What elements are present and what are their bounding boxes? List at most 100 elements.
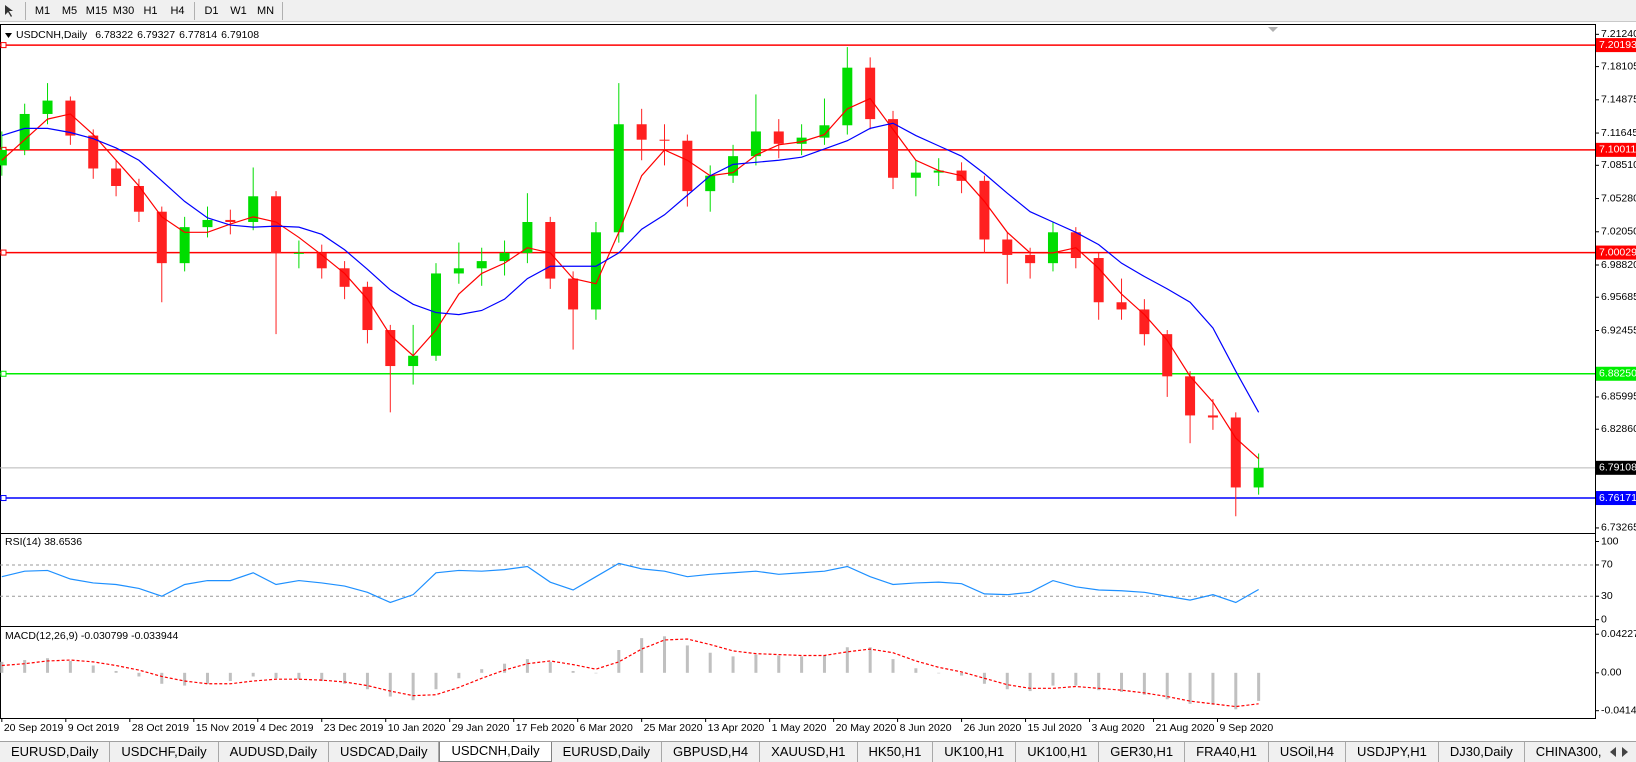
y-tick-label: 6.85995 bbox=[1601, 391, 1636, 403]
macd-bar bbox=[503, 663, 507, 673]
x-tick-label: 26 Jun 2020 bbox=[964, 722, 1022, 734]
chart-tab[interactable]: DJ30,Daily bbox=[1439, 742, 1525, 762]
chart-tab[interactable]: USOil,H4 bbox=[1269, 742, 1347, 762]
macd-bar bbox=[365, 672, 369, 690]
chart-tab[interactable]: GBPUSD,H4 bbox=[662, 742, 761, 762]
level-label: 7.00029 bbox=[1599, 246, 1636, 258]
macd-bar bbox=[457, 672, 461, 679]
candle-body bbox=[1230, 417, 1241, 488]
macd-bar bbox=[1142, 672, 1146, 695]
y-tick-label: 0.00 bbox=[1601, 667, 1622, 679]
candle-body bbox=[1025, 254, 1036, 264]
macd-bar bbox=[411, 672, 415, 701]
candle-body bbox=[408, 355, 419, 367]
candle-body bbox=[179, 227, 190, 264]
candle-body bbox=[1093, 258, 1104, 303]
chart-tab[interactable]: UK100,H1 bbox=[933, 742, 1017, 762]
macd-bar bbox=[434, 672, 438, 690]
candle-body bbox=[522, 222, 533, 253]
candle-body bbox=[590, 232, 601, 310]
candle-body bbox=[682, 140, 693, 192]
x-tick-label: 23 Dec 2019 bbox=[324, 722, 384, 734]
timeframe-button[interactable]: MN bbox=[256, 4, 275, 17]
candle-body bbox=[750, 131, 761, 157]
x-tick-label: 4 Dec 2019 bbox=[260, 722, 314, 734]
level-label: 7.20193 bbox=[1599, 39, 1636, 51]
level-handle bbox=[0, 42, 7, 49]
macd-bar bbox=[1028, 672, 1032, 692]
candle-body bbox=[293, 252, 304, 254]
tab-scroll[interactable] bbox=[1602, 742, 1636, 762]
chart-tab[interactable]: EURUSD,Daily bbox=[552, 742, 662, 762]
macd-bar bbox=[1120, 672, 1124, 692]
candle-body bbox=[819, 125, 830, 138]
timeframe-button[interactable]: M1 bbox=[34, 4, 51, 17]
candle-body bbox=[910, 172, 921, 178]
macd-bar bbox=[960, 672, 964, 676]
macd-bar bbox=[251, 672, 255, 677]
candle-body bbox=[225, 219, 236, 223]
macd-bar bbox=[594, 672, 598, 674]
chart-tab[interactable]: EURUSD,Daily bbox=[0, 742, 111, 762]
x-tick-label: 20 Sep 2019 bbox=[4, 722, 64, 734]
candle-body bbox=[888, 119, 899, 178]
chart-tab[interactable]: GER30,H1 bbox=[1099, 742, 1186, 762]
macd-bar bbox=[320, 672, 324, 682]
chart-tab[interactable]: XAUUSD,H1 bbox=[760, 742, 858, 762]
y-tick-label: 7.05280 bbox=[1601, 192, 1636, 204]
ohlc-value: 6.78322 bbox=[95, 29, 133, 41]
y-tick-label: 100 bbox=[1601, 535, 1619, 547]
macd-bar bbox=[343, 672, 347, 684]
timeframe-button[interactable]: M15 bbox=[85, 4, 108, 17]
x-tick-label: 21 Aug 2020 bbox=[1156, 722, 1215, 734]
macd-signal bbox=[1, 638, 1259, 708]
macd-bar bbox=[708, 652, 712, 673]
timeframe-toolbar: M1 M5 M15 M30 H1 H4 D1 W1 MN bbox=[0, 0, 1636, 22]
candle-body bbox=[1253, 467, 1264, 488]
timeframe-button[interactable]: H4 bbox=[170, 4, 185, 17]
cursor-icon[interactable] bbox=[0, 1, 22, 21]
candle-body bbox=[1139, 309, 1150, 335]
timeframe-button[interactable]: M30 bbox=[112, 4, 135, 17]
y-tick-label: 6.95685 bbox=[1601, 291, 1636, 303]
chart-window: USDCNH,Daily 6.78322 6.79327 6.77814 6.79108… bbox=[0, 24, 1636, 734]
y-tick-label: 6.98820 bbox=[1601, 259, 1636, 271]
y-tick-label: 6.92455 bbox=[1601, 324, 1636, 336]
macd-bar bbox=[548, 661, 552, 673]
timeframe-button[interactable]: H1 bbox=[143, 4, 158, 17]
level-label-box bbox=[1596, 142, 1636, 157]
candle-body bbox=[773, 131, 784, 144]
macd-bar bbox=[205, 672, 209, 684]
chart-tab[interactable]: AUDUSD,Daily bbox=[219, 742, 330, 762]
y-tick-label: 7.21240 bbox=[1601, 28, 1636, 40]
ohlc-value: 6.79108 bbox=[221, 29, 259, 41]
macd-bar bbox=[23, 660, 27, 673]
y-tick-label: 6.82860 bbox=[1601, 423, 1636, 435]
macd-bar bbox=[160, 672, 164, 684]
level-label-box bbox=[1596, 366, 1636, 381]
chart-tab[interactable]: FRA40,H1 bbox=[1185, 742, 1269, 762]
chart-tab[interactable]: USDCNH,Daily bbox=[439, 742, 552, 762]
level-handle bbox=[0, 249, 7, 256]
timeframe-button[interactable]: M5 bbox=[61, 4, 78, 17]
macd-bar bbox=[1257, 672, 1261, 701]
macd-bar bbox=[274, 672, 278, 679]
timeframe-button[interactable]: W1 bbox=[230, 4, 247, 17]
chart-tab[interactable]: USDJPY,H1 bbox=[1346, 742, 1439, 762]
chart-tab[interactable]: UK100,H1 bbox=[1016, 742, 1100, 762]
ohlc-value: 6.77814 bbox=[179, 29, 217, 41]
candle-body bbox=[796, 137, 807, 144]
chart-tab[interactable]: USDCAD,Daily bbox=[329, 742, 440, 762]
current-price-label: 6.79108 bbox=[1599, 462, 1636, 474]
macd-bar bbox=[0, 661, 4, 673]
candle-body bbox=[111, 168, 122, 186]
candle-body bbox=[42, 100, 53, 114]
chart-tab[interactable]: USDCHF,Daily bbox=[110, 742, 219, 762]
chart-tab[interactable]: HK50,H1 bbox=[858, 742, 934, 762]
level-label: 6.76171 bbox=[1599, 492, 1636, 504]
x-tick-label: 9 Oct 2019 bbox=[68, 722, 120, 734]
level-label: 7.10011 bbox=[1599, 144, 1636, 156]
timeframe-button[interactable]: D1 bbox=[204, 4, 219, 17]
x-tick-label: 1 May 2020 bbox=[772, 722, 827, 734]
